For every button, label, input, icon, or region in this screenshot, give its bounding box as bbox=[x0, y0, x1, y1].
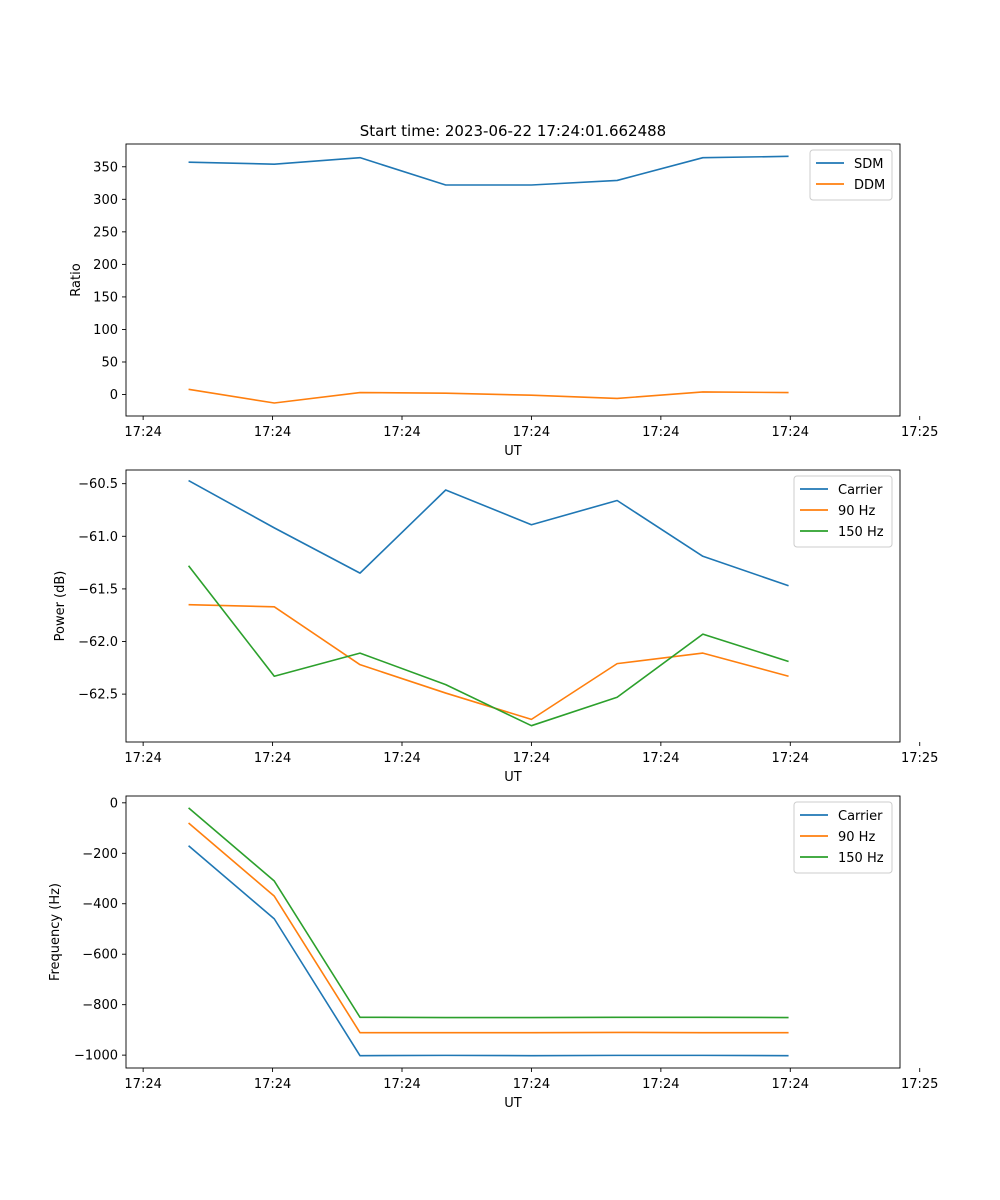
series-line-1-1 bbox=[188, 155, 789, 186]
y-tick-label: −400 bbox=[82, 897, 118, 912]
x-tick-label: 17:24 bbox=[642, 425, 679, 440]
x-tick-label: 17:24 bbox=[124, 751, 161, 766]
subplot-2: 17:24 17:24 17:24 17:24 17:24 17:24 17:25 −62.5… bbox=[53, 469, 938, 785]
y-tick-label: −600 bbox=[82, 948, 118, 963]
y-axis-label: Frequency (Hz) bbox=[48, 883, 63, 981]
y-tick-label: −200 bbox=[82, 847, 118, 862]
legend-label: SDM bbox=[854, 157, 883, 172]
y-tick-label: −61.0 bbox=[78, 530, 118, 545]
legend: SDM DDM bbox=[809, 149, 893, 201]
x-tick-label: 17:24 bbox=[642, 751, 679, 766]
x-axis-label: UT bbox=[504, 1096, 522, 1111]
y-tick-label: 250 bbox=[93, 225, 118, 240]
subplot-3: 17:24 17:24 17:24 17:24 17:24 17:24 17:25 −1000… bbox=[48, 795, 938, 1111]
series-line-2-2 bbox=[188, 603, 789, 721]
legend-box bbox=[793, 475, 893, 548]
x-tick-label: 17:24 bbox=[513, 751, 550, 766]
y-tick-label: 150 bbox=[93, 290, 118, 305]
y-tick-label: 50 bbox=[101, 355, 118, 370]
y-tick-label: 350 bbox=[93, 160, 118, 175]
x-tick-label: 17:24 bbox=[772, 751, 809, 766]
legend-label: Carrier bbox=[838, 809, 883, 824]
subplots: 17:24 17:24 17:24 17:24 17:24 17:24 17:25 0 50 10… bbox=[48, 143, 938, 1111]
y-axis-label: Ratio bbox=[69, 263, 84, 296]
x-tick-label: 17:24 bbox=[642, 1077, 679, 1092]
legend-label: 150 Hz bbox=[838, 525, 884, 540]
x-tick-label: 17:24 bbox=[254, 425, 291, 440]
x-tick-label: 17:25 bbox=[901, 751, 938, 766]
series-line-1-2 bbox=[188, 388, 789, 404]
x-axis-label: UT bbox=[504, 444, 522, 459]
y-tick-label: −61.5 bbox=[78, 582, 118, 597]
y-tick-label: −62.0 bbox=[78, 635, 118, 650]
y-tick-label: 0 bbox=[110, 796, 118, 811]
y-tick-label: 100 bbox=[93, 323, 118, 338]
x-tick-label: 17:24 bbox=[254, 1077, 291, 1092]
legend-label: DDM bbox=[854, 178, 885, 193]
x-tick-label: 17:24 bbox=[772, 425, 809, 440]
subplot-1: 17:24 17:24 17:24 17:24 17:24 17:24 17:25 0 50 10… bbox=[69, 143, 938, 459]
y-tick-label: 300 bbox=[93, 193, 118, 208]
axes-frame bbox=[125, 469, 901, 743]
x-tick-label: 17:24 bbox=[772, 1077, 809, 1092]
legend-label: 90 Hz bbox=[838, 830, 875, 845]
x-axis-label: UT bbox=[504, 770, 522, 785]
y-tick-label: 200 bbox=[93, 258, 118, 273]
y-tick-label: 0 bbox=[110, 388, 118, 403]
y-tick-label: −1000 bbox=[74, 1049, 118, 1064]
legend: Carrier 90 Hz 150 Hz bbox=[793, 801, 893, 874]
x-tick-label: 17:24 bbox=[254, 751, 291, 766]
x-tick-label: 17:24 bbox=[124, 1077, 161, 1092]
x-tick-label: 17:24 bbox=[383, 425, 420, 440]
series-line-3-2 bbox=[188, 822, 789, 1034]
x-tick-label: 17:25 bbox=[901, 425, 938, 440]
legend-label: 90 Hz bbox=[838, 504, 875, 519]
y-tick-label: −60.5 bbox=[78, 477, 118, 492]
series-line-3-3 bbox=[188, 807, 789, 1019]
legend-box bbox=[793, 801, 893, 874]
series-line-2-1 bbox=[188, 479, 789, 587]
legend-label: 150 Hz bbox=[838, 851, 884, 866]
y-tick-label: −62.5 bbox=[78, 688, 118, 703]
x-tick-label: 17:24 bbox=[383, 1077, 420, 1092]
legend: Carrier 90 Hz 150 Hz bbox=[793, 475, 893, 548]
y-axis-label: Power (dB) bbox=[53, 571, 68, 642]
y-tick-label: −800 bbox=[82, 998, 118, 1013]
x-tick-label: 17:24 bbox=[513, 1077, 550, 1092]
x-tick-label: 17:24 bbox=[124, 425, 161, 440]
axes-frame bbox=[125, 795, 901, 1069]
legend-label: Carrier bbox=[838, 483, 883, 498]
axes-frame bbox=[125, 143, 901, 417]
x-tick-label: 17:24 bbox=[383, 751, 420, 766]
figure-title: Start time: 2023-06-22 17:24:01.662488 bbox=[360, 122, 666, 140]
x-tick-label: 17:24 bbox=[513, 425, 550, 440]
series-line-3-1 bbox=[188, 845, 789, 1057]
series-line-2-3 bbox=[187, 565, 789, 727]
x-tick-label: 17:25 bbox=[901, 1077, 938, 1092]
